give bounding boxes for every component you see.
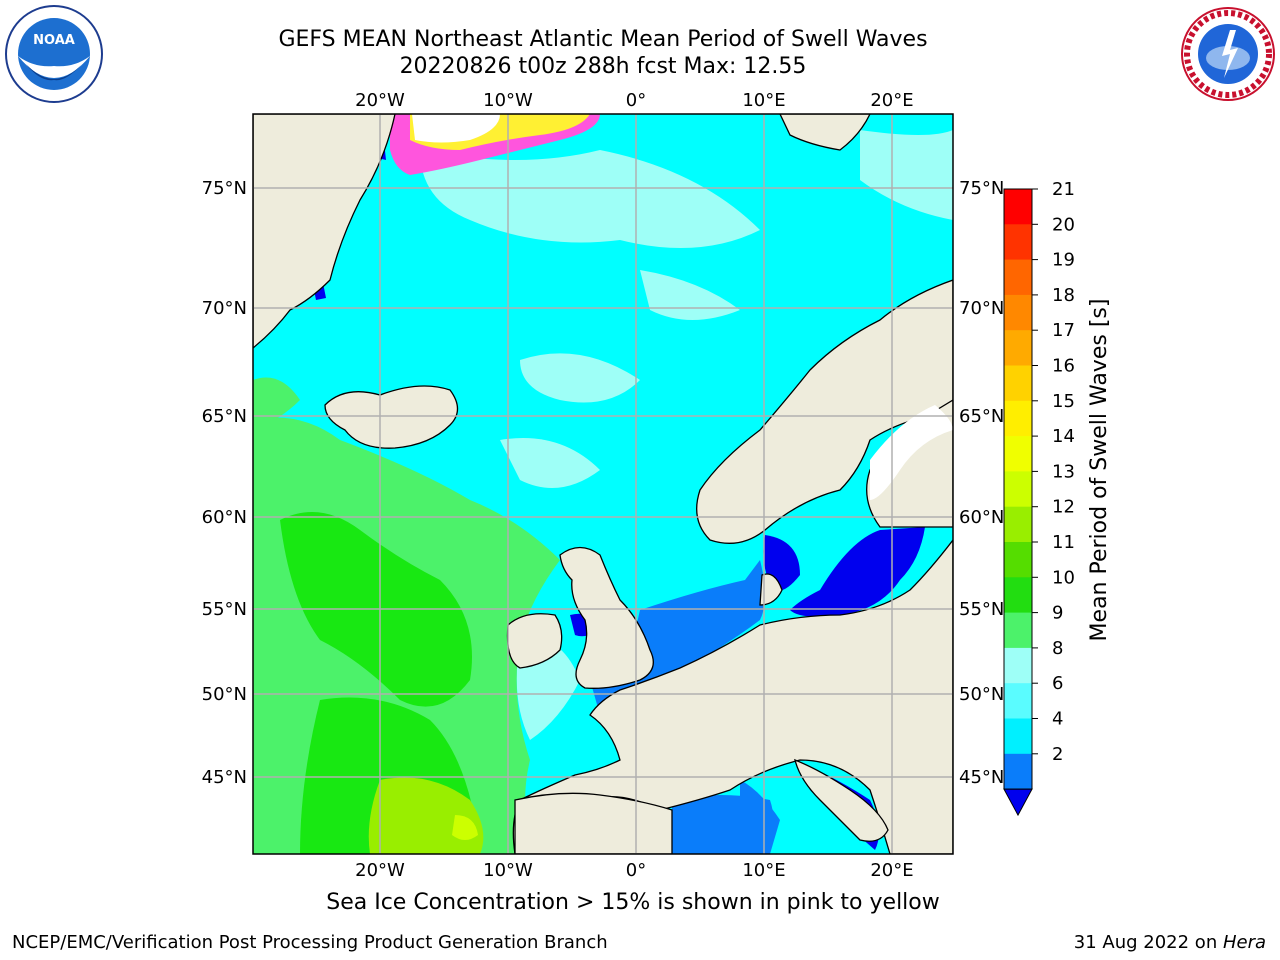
colorbar-tick-label: 14 bbox=[1052, 426, 1075, 447]
lat-label-right: 55°N bbox=[959, 599, 1004, 620]
colorbar-tick-label: 15 bbox=[1052, 391, 1075, 412]
scandinavia bbox=[696, 279, 953, 544]
lat-label-left: 55°N bbox=[202, 599, 247, 620]
colorbar-segment bbox=[1004, 506, 1032, 543]
lat-label-right: 70°N bbox=[959, 298, 1004, 319]
footer-date: 31 Aug 2022 on Hera bbox=[1074, 932, 1266, 953]
colorbar-tick-label: 10 bbox=[1052, 567, 1075, 588]
colorbar-segment bbox=[1004, 436, 1032, 472]
colorbar-tick-label: 2 bbox=[1052, 744, 1063, 765]
map-title: GEFS MEAN Northeast Atlantic Mean Period… bbox=[278, 27, 928, 52]
colorbar-segment bbox=[1004, 683, 1032, 719]
colorbar-segment bbox=[1004, 577, 1032, 614]
colorbar-segment bbox=[1004, 542, 1032, 578]
colorbar-tick-label: 8 bbox=[1052, 638, 1063, 659]
italy bbox=[794, 758, 889, 842]
great-britain bbox=[559, 546, 654, 689]
lat-label-left: 70°N bbox=[202, 298, 247, 319]
colorbar-segment bbox=[1004, 471, 1032, 508]
swell-green-region bbox=[253, 377, 560, 854]
colorbar-tick-label: 12 bbox=[1052, 497, 1075, 518]
lon-label-top: 10°E bbox=[742, 90, 785, 111]
lat-label-right: 65°N bbox=[959, 406, 1004, 427]
gulf-of-bothnia-ice bbox=[870, 405, 953, 500]
lon-label-bottom: 0° bbox=[626, 860, 646, 881]
colorbar-segment bbox=[1004, 400, 1032, 437]
map-subtitle: 20220826 t00z 288h fcst Max: 12.55 bbox=[399, 54, 807, 79]
lat-label-left: 75°N bbox=[202, 178, 247, 199]
svg-text:NOAA: NOAA bbox=[33, 33, 75, 48]
noaa-logo-icon: NOAA bbox=[5, 5, 103, 103]
lon-label-top: 20°E bbox=[870, 90, 913, 111]
colorbar-extend-arrow bbox=[1003, 788, 1033, 817]
denmark bbox=[759, 573, 783, 606]
lat-label-left: 65°N bbox=[202, 406, 247, 427]
svalbard bbox=[779, 114, 871, 151]
map-frame bbox=[252, 113, 954, 855]
colorbar-segment bbox=[1004, 753, 1032, 790]
colorbar-segment bbox=[1004, 365, 1032, 402]
colorbar-label: Mean Period of Swell Waves [s] bbox=[1087, 299, 1112, 642]
lat-label-right: 75°N bbox=[959, 178, 1004, 199]
colorbar: 21 20 19 18 17 16 15 14 13 12 11 10 9 8 6 4 2 bbox=[1003, 179, 1075, 817]
colorbar-tick-label: 20 bbox=[1052, 214, 1075, 235]
colorbar-tick-label: 9 bbox=[1052, 603, 1063, 624]
sea-ice-caption: Sea Ice Concentration > 15% is shown in … bbox=[326, 890, 940, 915]
lon-label-top: 20°W bbox=[355, 90, 405, 111]
colorbar-segment bbox=[1004, 294, 1032, 331]
greenland bbox=[253, 114, 396, 349]
lon-label-bottom: 10°W bbox=[483, 860, 533, 881]
lat-label-right: 50°N bbox=[959, 684, 1004, 705]
colorbar-tick-label: 21 bbox=[1052, 179, 1075, 200]
lat-label-left: 60°N bbox=[202, 507, 247, 528]
lon-label-bottom: 20°E bbox=[870, 860, 913, 881]
lon-label-top: 0° bbox=[626, 90, 646, 111]
lon-label-bottom: 20°W bbox=[355, 860, 405, 881]
footer-date-text: 31 Aug 2022 on bbox=[1073, 932, 1223, 953]
lon-label-top: 10°W bbox=[483, 90, 533, 111]
colorbar-tick-label: 17 bbox=[1052, 320, 1075, 341]
ireland bbox=[506, 613, 563, 669]
colorbar-tick-label: 6 bbox=[1052, 673, 1063, 694]
colorbar-frame bbox=[1003, 188, 1033, 790]
colorbar-segment bbox=[1004, 224, 1032, 261]
iberia bbox=[514, 792, 673, 854]
colorbar-tick-label: 13 bbox=[1052, 461, 1075, 482]
footer-credit: NCEP/EMC/Verification Post Processing Pr… bbox=[12, 932, 608, 953]
sea-ice-region bbox=[390, 114, 600, 175]
colorbar-tick-label: 11 bbox=[1052, 532, 1075, 553]
land-masses bbox=[253, 114, 953, 854]
colorbar-tick-label: 4 bbox=[1052, 709, 1063, 730]
lat-label-right: 45°N bbox=[959, 767, 1004, 788]
colorbar-segment bbox=[1004, 612, 1032, 649]
map-gridlines bbox=[253, 114, 953, 854]
national-weather-service-logo-icon bbox=[1181, 7, 1275, 101]
colorbar-tick-label: 19 bbox=[1052, 250, 1075, 271]
lat-label-left: 50°N bbox=[202, 684, 247, 705]
colorbar-tick-label: 18 bbox=[1052, 285, 1075, 306]
colorbar-segment bbox=[1004, 647, 1032, 684]
colorbar-segment bbox=[1004, 189, 1032, 225]
lat-label-right: 60°N bbox=[959, 507, 1004, 528]
colorbar-tick-label: 16 bbox=[1052, 356, 1075, 377]
footer-host: Hera bbox=[1222, 932, 1266, 953]
colorbar-segment bbox=[1004, 330, 1032, 366]
colorbar-segment bbox=[1004, 259, 1032, 296]
lat-label-left: 45°N bbox=[202, 767, 247, 788]
colorbar-segment bbox=[1004, 718, 1032, 755]
lon-label-bottom: 10°E bbox=[742, 860, 785, 881]
